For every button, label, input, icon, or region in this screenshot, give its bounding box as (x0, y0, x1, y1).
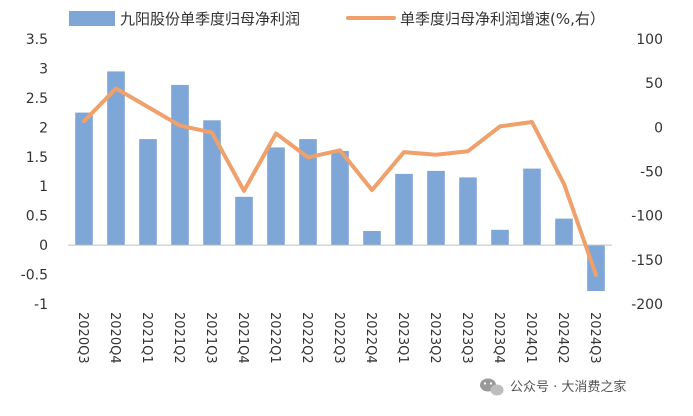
bar-2023Q3 (459, 177, 477, 246)
bar-series (75, 71, 605, 291)
category-label: 2021Q4 (235, 312, 250, 364)
bar-2022Q1 (267, 147, 285, 246)
category-label: 2021Q3 (203, 312, 218, 364)
right-tick-label: 50 (645, 76, 663, 92)
category-label: 2024Q3 (587, 312, 602, 364)
bar-2022Q3 (331, 150, 349, 246)
left-axis-ticks: -1 -0.5 0 0.5 1 1.5 2 2.5 3 3.5 (21, 32, 48, 313)
bar-2021Q2 (171, 84, 189, 246)
bar-2020Q4 (107, 71, 125, 246)
right-axis-ticks: -200 -150 -100 -50 0 50 100 (631, 32, 663, 313)
bar-2024Q1 (523, 168, 541, 246)
bar-2024Q2 (555, 218, 573, 246)
watermark: 公众号 · 大消费之家 (480, 378, 626, 396)
category-label: 2022Q1 (267, 312, 282, 364)
right-tick-label: -150 (631, 253, 663, 269)
category-labels: 2020Q3 2020Q4 2021Q1 2021Q2 2021Q3 2021Q4 2022… (75, 312, 602, 364)
legend-bar-swatch (69, 11, 115, 26)
bar-2022Q4 (363, 231, 381, 246)
left-tick-label: 3 (39, 61, 48, 77)
legend-bar-label: 九阳股份单季度归母净利润 (120, 10, 300, 28)
left-tick-label: 2.5 (26, 91, 48, 107)
left-tick-label: -1 (34, 297, 48, 313)
right-tick-label: -100 (631, 209, 663, 225)
category-label: 2020Q4 (107, 312, 122, 364)
bar-2021Q3 (203, 120, 221, 246)
category-label: 2021Q2 (171, 312, 186, 364)
category-label: 2023Q4 (491, 312, 506, 364)
right-tick-label: 100 (636, 32, 663, 48)
category-label: 2024Q1 (523, 312, 538, 364)
bar-2023Q2 (427, 170, 445, 246)
legend-line-label: 单季度归母净利润增速(%,右） (400, 10, 605, 28)
left-tick-label: 0.5 (26, 209, 48, 225)
wechat-icon (480, 378, 504, 396)
bar-2021Q4 (235, 196, 253, 246)
category-label: 2022Q3 (331, 312, 346, 364)
left-tick-label: 1.5 (26, 150, 48, 166)
category-label: 2021Q1 (139, 312, 154, 364)
left-tick-label: 1 (39, 179, 48, 195)
category-label: 2022Q2 (299, 312, 314, 364)
left-tick-label: -0.5 (21, 268, 48, 284)
legend: 九阳股份单季度归母净利润 单季度归母净利润增速(%,右） (69, 10, 605, 28)
category-label: 2023Q1 (395, 312, 410, 364)
right-tick-label: -200 (631, 297, 663, 313)
category-label: 2020Q3 (75, 312, 90, 364)
category-label: 2023Q2 (427, 312, 442, 364)
watermark-text: 公众号 · 大消费之家 (510, 379, 626, 395)
bar-2023Q1 (395, 173, 413, 246)
left-tick-label: 0 (39, 238, 48, 254)
bar-2023Q4 (491, 229, 509, 246)
bar-2022Q2 (299, 139, 317, 246)
bar-2020Q3 (75, 112, 93, 246)
category-label: 2023Q3 (459, 312, 474, 364)
left-tick-label: 2 (39, 120, 48, 136)
line-series (82, 86, 598, 277)
bar-2021Q1 (139, 139, 157, 246)
category-label: 2024Q2 (555, 312, 570, 364)
right-tick-label: -50 (640, 165, 663, 181)
right-tick-label: 0 (654, 120, 663, 136)
left-tick-label: 3.5 (26, 32, 48, 48)
category-label: 2022Q4 (363, 312, 378, 364)
